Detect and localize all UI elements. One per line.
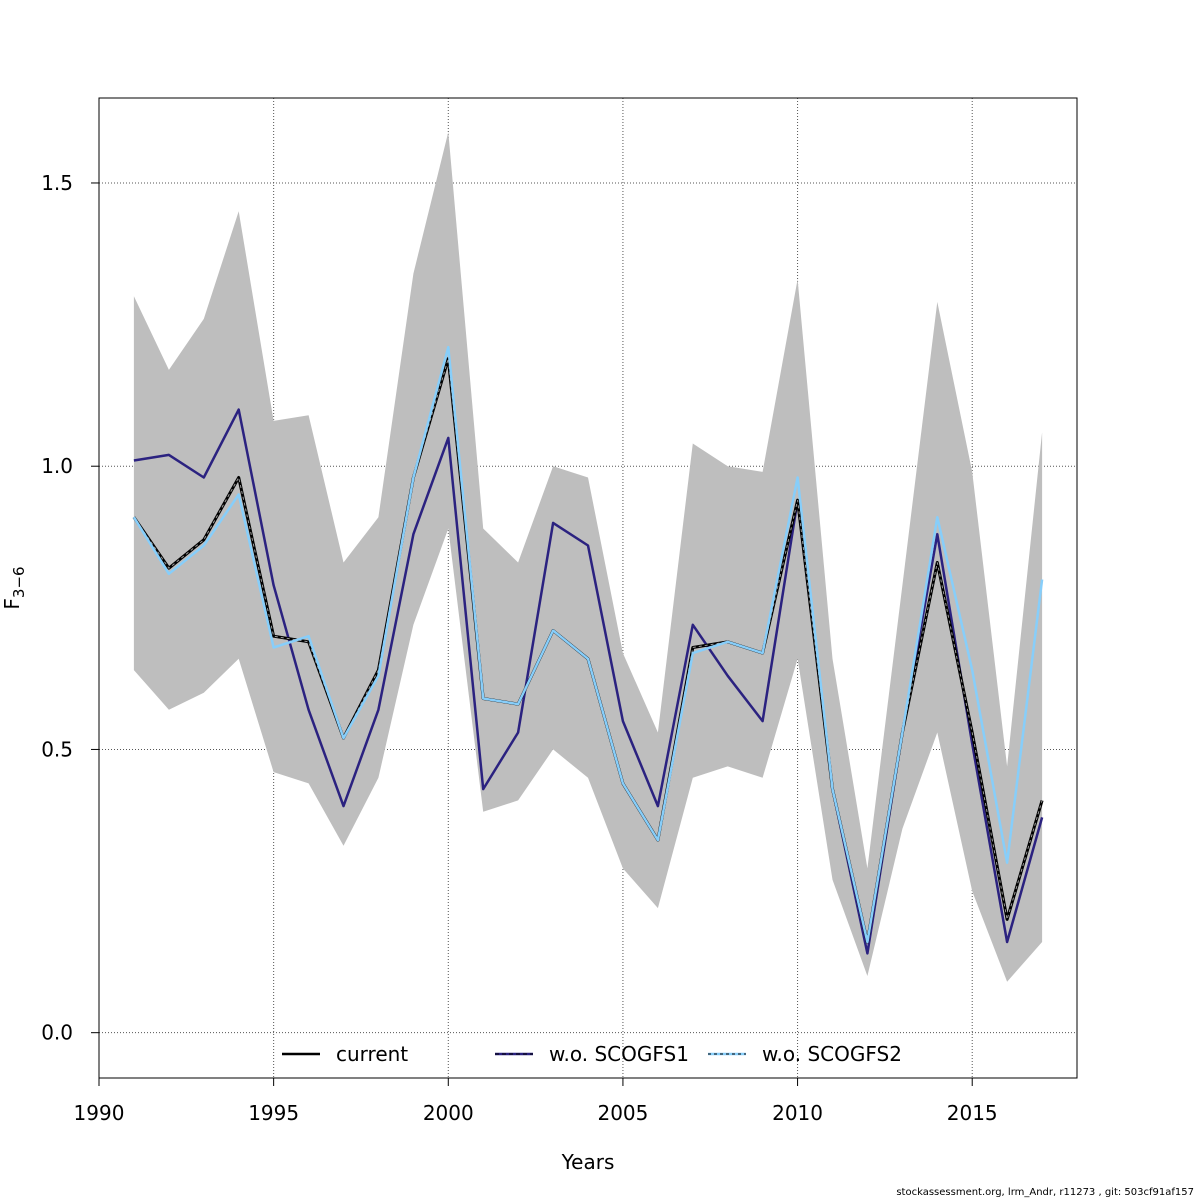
x-tick-label: 2010 xyxy=(772,1101,823,1125)
x-tick-label: 2015 xyxy=(947,1101,998,1125)
series-line-w-o-scogfs2 xyxy=(132,345,1044,944)
y-axis-title: F3−6 xyxy=(0,566,28,609)
y-axis: 0.0 0.5 1.0 1.5 xyxy=(41,171,99,1045)
x-tick-label: 1995 xyxy=(248,1101,299,1125)
legend-label: current xyxy=(336,1042,408,1066)
y-tick-label: 0.0 xyxy=(41,1021,73,1045)
legend-item: w.o. SCOGFS2 xyxy=(708,1042,902,1066)
x-tick-label: 1990 xyxy=(74,1101,125,1125)
y-tick-label: 0.5 xyxy=(41,737,73,761)
x-axis: 1990 1995 2000 2005 2010 2015 xyxy=(74,1077,998,1125)
svg-text:F3−6: F3−6 xyxy=(0,566,28,609)
y-tick-label: 1.0 xyxy=(41,454,73,478)
legend: current w.o. SCOGFS1 w.o. SCOGFS2 xyxy=(282,1042,902,1066)
y-axis-title-base: F xyxy=(0,598,24,610)
x-tick-label: 2000 xyxy=(423,1101,474,1125)
x-tick-label: 2005 xyxy=(597,1101,648,1125)
ci-band-layer xyxy=(133,132,1043,982)
legend-label: w.o. SCOGFS2 xyxy=(762,1042,902,1066)
x-axis-title: Years xyxy=(561,1150,615,1174)
series-layer xyxy=(132,345,1044,955)
confidence-band xyxy=(133,132,1043,982)
y-axis-title-subscript: 3−6 xyxy=(10,566,28,598)
legend-item: current xyxy=(282,1042,408,1066)
legend-label: w.o. SCOGFS1 xyxy=(549,1042,689,1066)
legend-item: w.o. SCOGFS1 xyxy=(495,1042,689,1066)
footer-credit: stockassessment.org, lrm_Andr, r11273 , … xyxy=(896,1187,1194,1198)
y-tick-label: 1.5 xyxy=(41,171,73,195)
